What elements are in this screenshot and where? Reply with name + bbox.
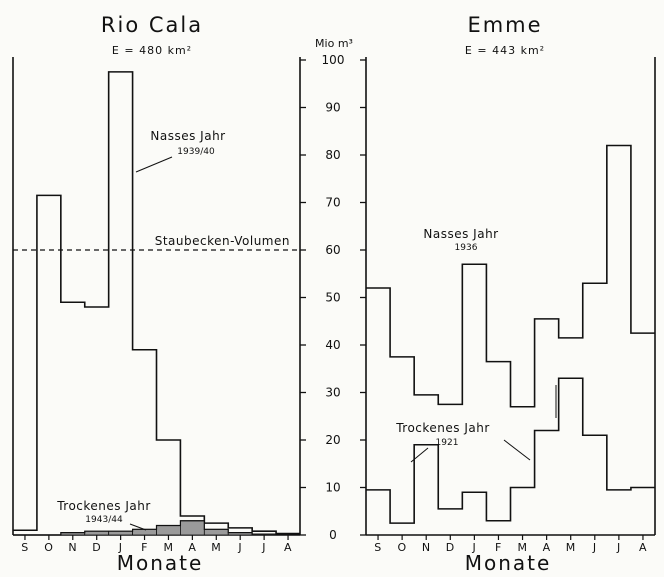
month-label: J (616, 541, 621, 554)
month-label: M (211, 541, 221, 554)
left-chart-subtitle: E = 480 km² (112, 44, 192, 57)
y-tick-label: 10 (325, 481, 340, 495)
month-label: O (398, 541, 407, 554)
month-label: J (237, 541, 242, 554)
right-wet-year-label: Nasses Jahr (423, 227, 498, 241)
right-dry-year-period: 1921 (436, 438, 459, 448)
right-chart-series (366, 146, 655, 524)
right-wet-year-period: 1936 (455, 243, 478, 253)
right-chart-subtitle: E = 443 km² (465, 44, 545, 57)
month-label: J (592, 541, 597, 554)
y-tick-label: 80 (325, 148, 340, 162)
month-label: O (44, 541, 53, 554)
y-axis-ticks: 0 10 20 30 40 50 60 70 80 90 100 (300, 53, 366, 542)
dry-year-bar (204, 529, 228, 535)
month-label: M (566, 541, 576, 554)
dry-year-bar (157, 526, 181, 536)
left-wet-year-pointer (136, 157, 172, 172)
dry-year-bar (180, 521, 204, 535)
month-label: S (21, 541, 28, 554)
right-x-axis-label: Monate (465, 551, 552, 572)
dry-year-bar (133, 529, 157, 535)
month-label: D (446, 541, 455, 554)
y-tick-label: 0 (329, 528, 337, 542)
left-chart-title: Rio Cala (101, 13, 203, 37)
right-dry-year-label: Trockenes Jahr (395, 421, 490, 435)
left-wet-year-label: Nasses Jahr (150, 129, 225, 143)
y-tick-label: 20 (325, 433, 340, 447)
right-chart-title: Emme (467, 13, 542, 37)
y-tick-label: 60 (325, 243, 340, 257)
wet-year-step-line (366, 146, 655, 407)
y-tick-label: 40 (325, 338, 340, 352)
right-dry-year-pointer-2 (504, 440, 530, 460)
y-tick-label: 70 (325, 196, 340, 210)
left-dry-year-period: 1943/44 (85, 515, 123, 525)
month-label: J (261, 541, 266, 554)
storage-volume-label: Staubecken-Volumen (155, 234, 290, 248)
month-label: D (92, 541, 101, 554)
month-label: N (422, 541, 431, 554)
y-axis-unit-label: Mio m³ (315, 37, 353, 50)
left-wet-year-period: 1939/40 (177, 147, 215, 157)
month-label: S (374, 541, 381, 554)
y-tick-label: 100 (322, 53, 345, 67)
left-dry-year-label: Trockenes Jahr (56, 499, 151, 513)
y-tick-label: 50 (325, 291, 340, 305)
y-tick-label: 30 (325, 386, 340, 400)
month-label: A (284, 541, 292, 554)
month-label: N (68, 541, 77, 554)
left-x-axis-label: Monate (117, 551, 204, 572)
y-tick-label: 90 (325, 101, 340, 115)
month-label: A (639, 541, 647, 554)
